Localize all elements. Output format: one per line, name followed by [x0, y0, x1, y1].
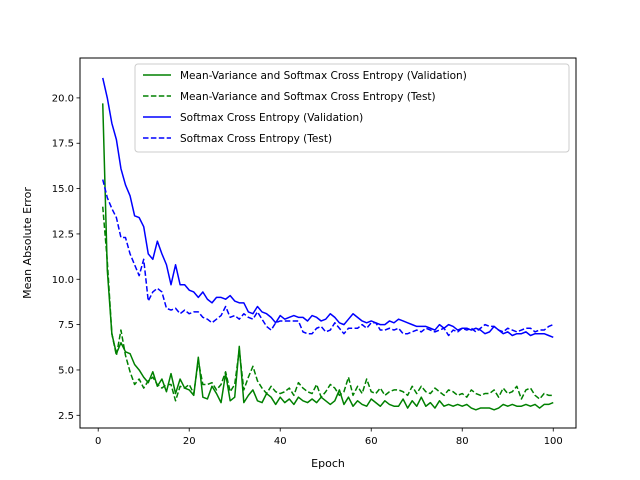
- y-tick-label: 2.5: [58, 411, 74, 422]
- legend: Mean-Variance and Softmax Cross Entropy …: [134, 63, 570, 153]
- x-tick-label: 20: [183, 436, 196, 447]
- y-tick-label: 20.0: [52, 93, 74, 104]
- x-tick-label: 80: [456, 436, 469, 447]
- series-line-1: [102, 103, 554, 411]
- y-axis-label: Mean Absolute Error: [21, 187, 34, 299]
- legend-label-2: Mean-Variance and Softmax Cross Entropy …: [180, 91, 436, 103]
- plot-frame: [79, 57, 577, 429]
- x-axis-ticks: 0 20 40 60 80 100: [95, 428, 563, 447]
- series-line-4: [102, 179, 554, 337]
- series-line-2: [102, 206, 554, 402]
- legend-label-1: Mean-Variance and Softmax Cross Entropy …: [180, 70, 467, 82]
- x-tick-label: 0: [95, 436, 101, 447]
- x-axis-label: Epoch: [311, 457, 345, 470]
- legend-label-4: Softmax Cross Entropy (Test): [180, 133, 332, 145]
- y-tick-label: 5.0: [58, 365, 74, 376]
- x-tick-label: 40: [274, 436, 287, 447]
- y-tick-label: 12.5: [52, 229, 74, 240]
- y-tick-label: 7.5: [58, 320, 74, 331]
- x-tick-label: 100: [544, 436, 563, 447]
- series-layer: [102, 77, 554, 411]
- legend-box: [134, 63, 570, 153]
- y-axis-ticks: 2.5 5.0 7.5 10.0 12.5 15.0 17.5 20.0: [52, 93, 80, 422]
- legend-label-3: Softmax Cross Entropy (Validation): [180, 112, 363, 124]
- y-tick-label: 10.0: [52, 275, 74, 286]
- y-tick-label: 17.5: [52, 139, 74, 150]
- x-tick-label: 60: [365, 436, 378, 447]
- y-tick-label: 15.0: [52, 184, 74, 195]
